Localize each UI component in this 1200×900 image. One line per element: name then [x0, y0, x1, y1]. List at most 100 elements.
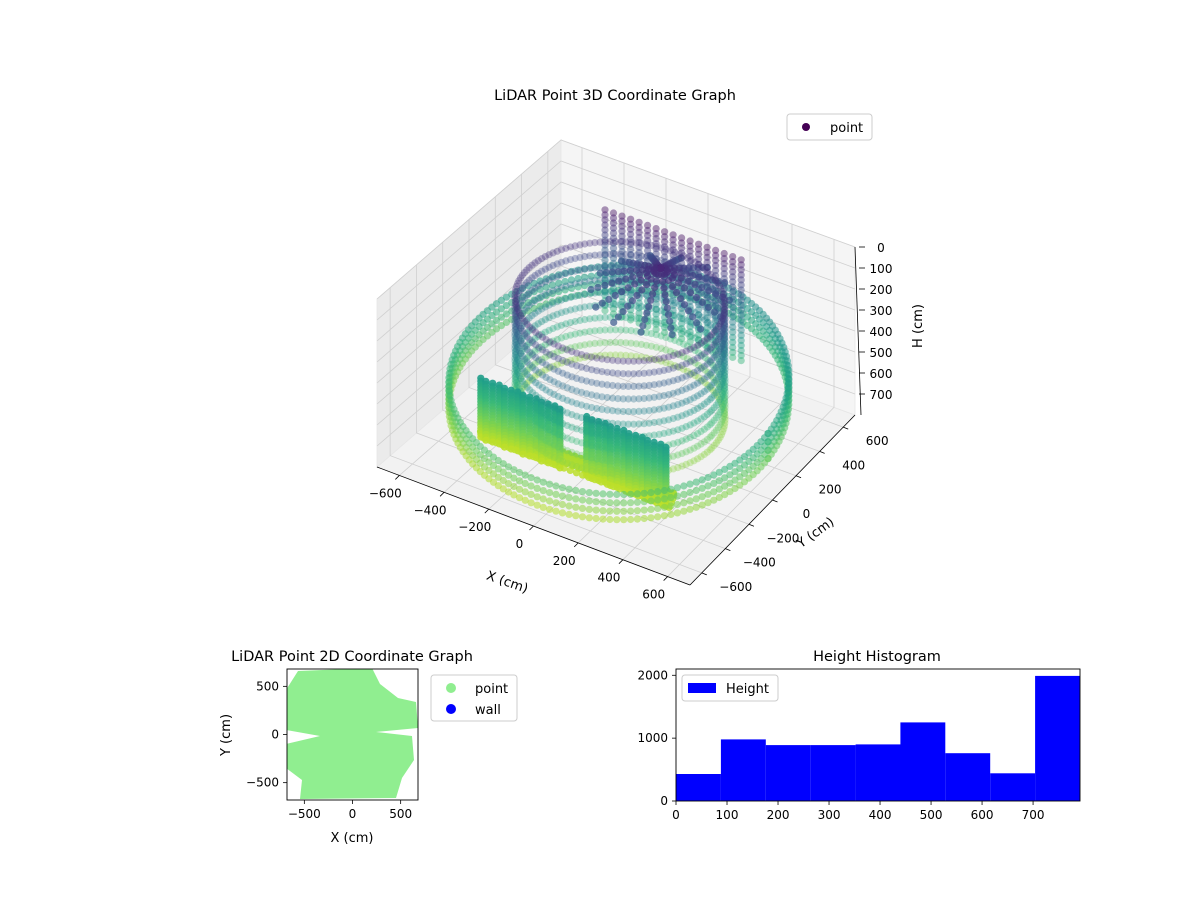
point-3d [675, 250, 683, 258]
point-3d [515, 365, 523, 373]
point-3d [712, 337, 720, 345]
point-3d [642, 341, 651, 349]
point-3d [686, 358, 694, 366]
point-3d [523, 329, 531, 337]
point-3d [622, 326, 630, 334]
point-3d [508, 315, 516, 323]
point-3d [574, 274, 582, 283]
point-3d [592, 498, 600, 506]
point-3d [691, 334, 699, 342]
point-3d [737, 286, 745, 294]
point-3d [720, 400, 728, 408]
point-3d [581, 353, 589, 361]
histogram-bar [855, 744, 901, 801]
point-3d [578, 496, 587, 504]
point-3d [652, 295, 660, 303]
point-3d [618, 283, 626, 291]
point-3d [489, 438, 497, 446]
point-3d [511, 329, 519, 337]
point-3d [561, 277, 569, 286]
point-cloud-2d [287, 669, 418, 799]
point-3d [613, 516, 621, 524]
point-3d [609, 214, 618, 222]
point-3d [599, 515, 607, 523]
point-3d [669, 241, 677, 249]
point-3d [652, 240, 660, 248]
y-tick-3d [843, 426, 849, 430]
point-3d [714, 361, 722, 369]
point-3d [714, 411, 722, 419]
point-3d [682, 435, 690, 443]
point-3d [609, 254, 618, 262]
point-3d [674, 401, 682, 409]
point-3d [673, 492, 682, 500]
point-3d [571, 355, 579, 363]
y-tick-3d [772, 499, 778, 503]
point-3d [553, 310, 561, 318]
point-3d [534, 282, 542, 290]
point-3d [678, 449, 686, 458]
point-3d [712, 426, 721, 434]
point-3d [565, 510, 573, 518]
point-3d [525, 377, 533, 385]
point-3d [534, 357, 542, 366]
point-3d [538, 368, 546, 376]
point-3d [627, 352, 635, 360]
x-tick-label-2d: 500 [389, 807, 412, 821]
point-3d [515, 277, 523, 285]
point-3d [571, 343, 579, 351]
point-3d [720, 319, 728, 327]
point-3d [695, 311, 703, 319]
point-3d [511, 347, 519, 355]
point-3d [663, 304, 671, 312]
point-3d [694, 404, 702, 412]
point-3d [563, 346, 571, 354]
legend-3d-label: point [830, 121, 863, 136]
point-3d [662, 346, 670, 354]
point-3d [695, 273, 703, 281]
point-3d [703, 410, 711, 418]
point-3d [508, 307, 516, 315]
point-3d [729, 263, 737, 271]
point-3d [691, 258, 699, 266]
point-3d [592, 303, 600, 311]
point-3d [662, 359, 670, 367]
point-3d [679, 353, 688, 361]
point-3d [632, 315, 640, 323]
point-3d [566, 256, 575, 264]
axes-3d-grid [376, 139, 856, 577]
point-3d [644, 247, 652, 255]
point-3d [737, 281, 745, 289]
point-3d [525, 327, 533, 335]
point-3d [720, 265, 728, 273]
point-3d [652, 331, 660, 339]
point-3d [717, 330, 726, 338]
point-3d [541, 341, 549, 349]
point-3d [667, 502, 675, 510]
y-tick-3d [748, 523, 755, 527]
point-3d [618, 212, 626, 220]
point-3d [515, 377, 523, 386]
point-3d [516, 274, 525, 282]
point-3d [549, 337, 557, 345]
gridline-x [667, 239, 835, 577]
point-3d [596, 276, 604, 284]
point-3d [516, 337, 525, 345]
point-3d [576, 304, 584, 312]
point-3d [586, 302, 594, 310]
point-3d [507, 445, 515, 453]
point-3d [652, 310, 660, 318]
point-3d [530, 279, 538, 287]
point-3d [729, 278, 737, 286]
point-3d [712, 325, 721, 334]
point-3d [586, 239, 594, 247]
point-3d [508, 290, 516, 298]
point-3d [631, 280, 639, 288]
point-3d [609, 219, 618, 227]
point-3d [606, 326, 614, 334]
point-3d [708, 356, 716, 364]
point-3d [717, 385, 725, 393]
point-3d [721, 403, 729, 411]
point-3d [695, 349, 703, 357]
point-3d [691, 280, 699, 288]
